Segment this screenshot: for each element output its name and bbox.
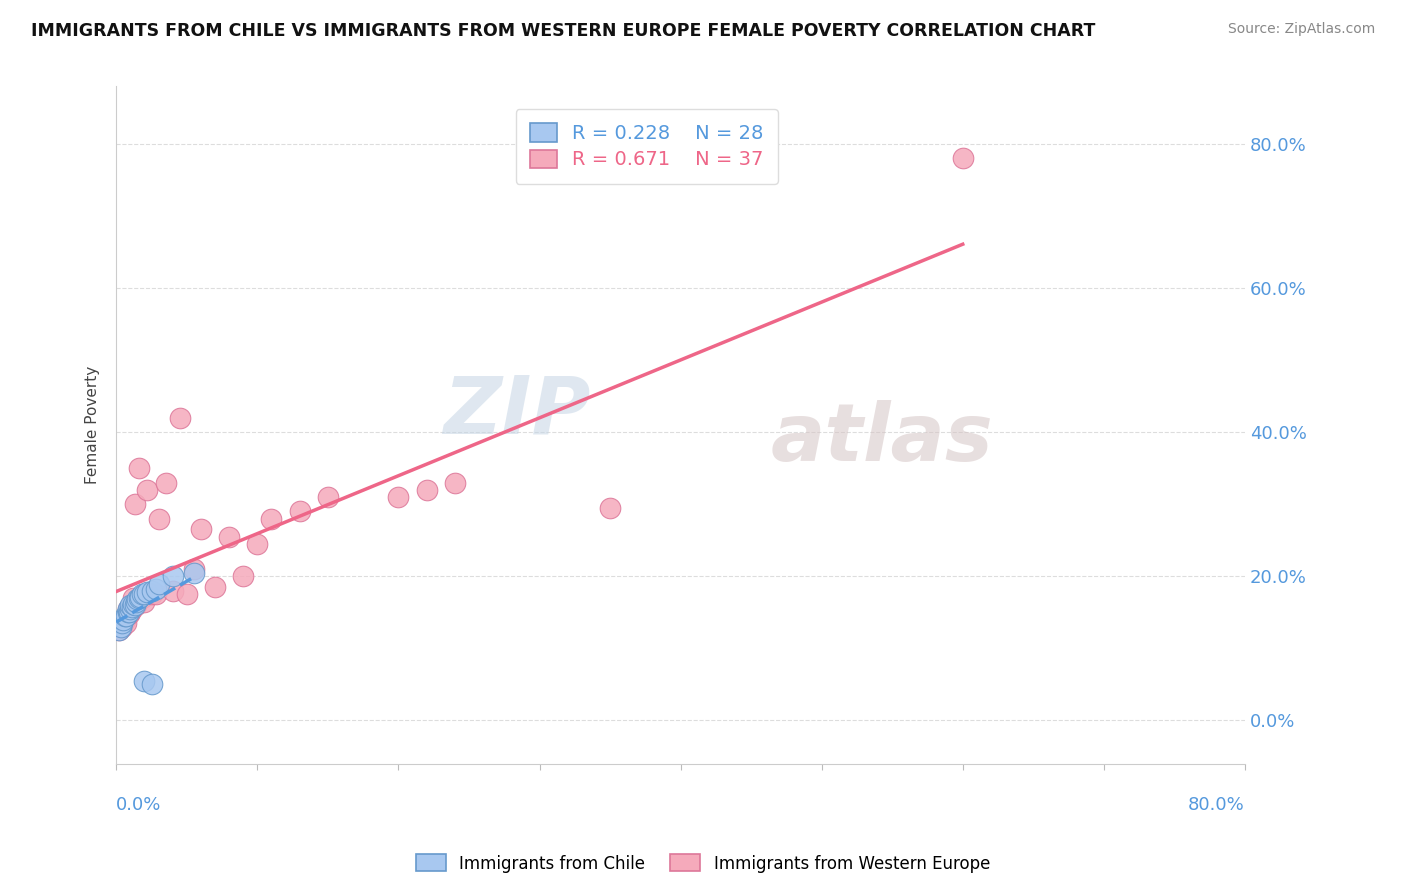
Point <box>111 620 134 634</box>
Point <box>136 483 159 497</box>
Text: 0.0%: 0.0% <box>117 796 162 814</box>
Text: 80.0%: 80.0% <box>1188 796 1244 814</box>
Point <box>141 587 163 601</box>
Point <box>110 620 132 634</box>
Point <box>122 591 145 605</box>
Point <box>117 601 139 615</box>
Point <box>125 598 148 612</box>
Legend: R = 0.228    N = 28, R = 0.671    N = 37: R = 0.228 N = 28, R = 0.671 N = 37 <box>516 109 778 184</box>
Point <box>128 591 150 605</box>
Point <box>599 500 621 515</box>
Point <box>288 504 311 518</box>
Point <box>141 583 163 598</box>
Point <box>108 624 131 638</box>
Point <box>118 607 141 621</box>
Point <box>260 511 283 525</box>
Point <box>155 475 177 490</box>
Point <box>131 591 153 605</box>
Point <box>115 609 138 624</box>
Point <box>134 587 156 601</box>
Legend: Immigrants from Chile, Immigrants from Western Europe: Immigrants from Chile, Immigrants from W… <box>409 847 997 880</box>
Text: Source: ZipAtlas.com: Source: ZipAtlas.com <box>1227 22 1375 37</box>
Point <box>117 606 139 620</box>
Text: IMMIGRANTS FROM CHILE VS IMMIGRANTS FROM WESTERN EUROPE FEMALE POVERTY CORRELATI: IMMIGRANTS FROM CHILE VS IMMIGRANTS FROM… <box>31 22 1095 40</box>
Y-axis label: Female Poverty: Female Poverty <box>86 366 100 484</box>
Point <box>127 592 149 607</box>
Point <box>120 601 142 615</box>
Point <box>129 590 152 604</box>
Point <box>128 461 150 475</box>
Point <box>111 616 134 631</box>
Point <box>121 599 143 614</box>
Point <box>131 587 153 601</box>
Point <box>316 490 339 504</box>
Point <box>120 606 142 620</box>
Point <box>444 475 467 490</box>
Point <box>415 483 437 497</box>
Point <box>162 569 184 583</box>
Point <box>134 594 156 608</box>
Point <box>108 624 131 638</box>
Point <box>124 497 146 511</box>
Point <box>114 609 136 624</box>
Point <box>246 537 269 551</box>
Point <box>122 597 145 611</box>
Point <box>952 152 974 166</box>
Point <box>145 587 167 601</box>
Point <box>148 511 170 525</box>
Point <box>218 530 240 544</box>
Point <box>124 598 146 612</box>
Point <box>136 585 159 599</box>
Point <box>204 580 226 594</box>
Point <box>117 601 139 615</box>
Point <box>169 410 191 425</box>
Text: ZIP: ZIP <box>443 373 591 450</box>
Point <box>121 601 143 615</box>
Point <box>183 562 205 576</box>
Point <box>112 613 135 627</box>
Point <box>190 523 212 537</box>
Point <box>183 566 205 580</box>
Point <box>162 583 184 598</box>
Point <box>387 490 409 504</box>
Point <box>134 673 156 688</box>
Text: atlas: atlas <box>770 400 994 477</box>
Point <box>115 616 138 631</box>
Point <box>120 598 142 612</box>
Point <box>125 594 148 608</box>
Point <box>114 613 136 627</box>
Point <box>145 582 167 597</box>
Point <box>141 677 163 691</box>
Point <box>118 606 141 620</box>
Point <box>232 569 254 583</box>
Point <box>148 576 170 591</box>
Point <box>127 594 149 608</box>
Point <box>176 587 198 601</box>
